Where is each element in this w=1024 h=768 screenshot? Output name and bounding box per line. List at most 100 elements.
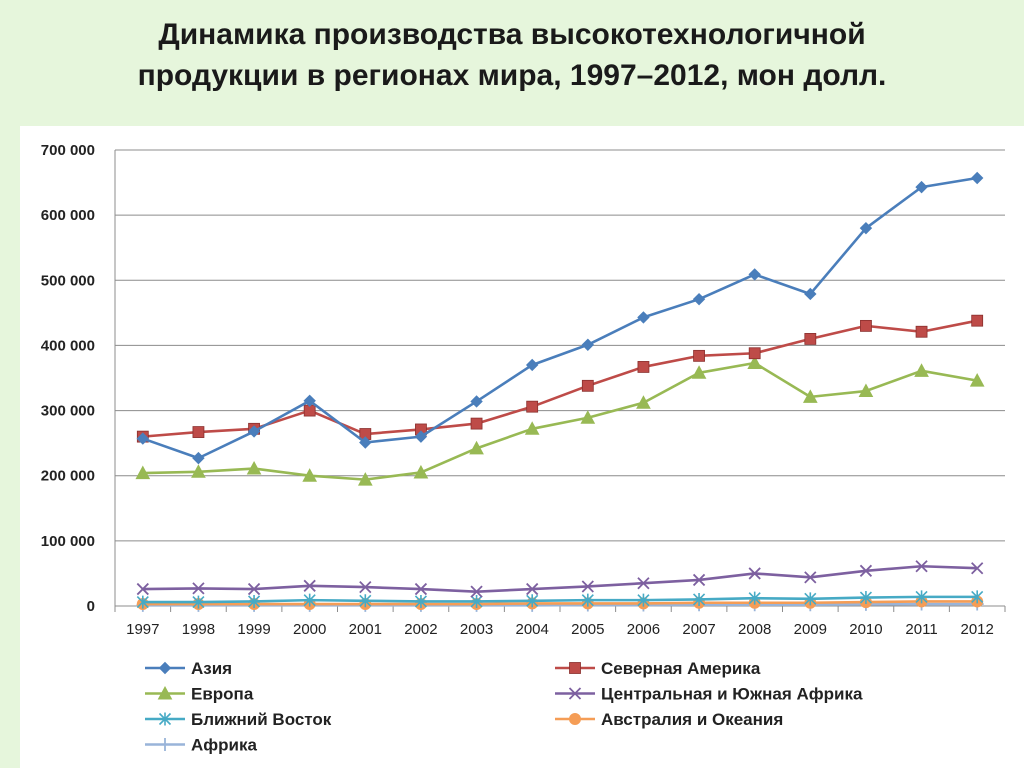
- series-line: [142, 595, 978, 604]
- y-tick-label: 100 000: [41, 533, 95, 550]
- legend-item: Ближний Восток: [145, 710, 332, 729]
- data-point: [303, 394, 316, 408]
- x-tick-label: 2008: [738, 621, 771, 638]
- x-tick-label: 2003: [460, 621, 493, 638]
- y-tick-label: 700 000: [41, 142, 95, 159]
- data-point: [971, 590, 984, 604]
- data-point: [859, 221, 873, 235]
- legend-label: Азия: [191, 659, 232, 678]
- data-point: [748, 268, 761, 281]
- data-point: [192, 426, 205, 438]
- data-point: [470, 594, 483, 608]
- chart-title-line-1: Динамика производства высокотехнологично…: [158, 18, 866, 51]
- data-point: [693, 349, 705, 362]
- data-point: [636, 395, 651, 409]
- x-tick-label: 2007: [682, 621, 715, 638]
- chart-panel: 0 100 000 200 000 300 000 400 000 500 000 600 …: [20, 126, 1024, 768]
- data-point: [580, 410, 596, 424]
- data-point: [303, 579, 316, 592]
- data-point: [525, 358, 539, 372]
- data-point: [804, 287, 817, 301]
- data-point: [637, 577, 650, 590]
- x-tick-label: 1998: [182, 621, 215, 638]
- data-point: [414, 430, 428, 443]
- x-tick-label: 2010: [849, 621, 882, 638]
- data-point: [969, 373, 985, 387]
- axes: 0 100 000 200 000 300 000 400 000 500 000 600 …: [41, 142, 1006, 638]
- data-point: [804, 333, 817, 345]
- series-line: [142, 319, 978, 438]
- data-point: [915, 180, 928, 194]
- legend-label: Европа: [191, 685, 254, 704]
- legend-label: Северная Америка: [601, 659, 761, 678]
- chart-title-line-2: продукции в регионах мира, 1997–2012, мо…: [137, 59, 887, 92]
- data-point: [302, 468, 318, 482]
- data-point: [748, 347, 761, 360]
- series-line: [142, 564, 978, 593]
- data-point: [470, 395, 483, 408]
- data-point: [135, 465, 151, 480]
- legend-swatch-marker: [157, 685, 173, 700]
- data-point: [581, 593, 594, 607]
- x-tick-label: 2001: [349, 621, 382, 638]
- data-point: [247, 582, 261, 596]
- data-point: [470, 585, 483, 598]
- data-point: [303, 593, 316, 607]
- data-point: [971, 562, 984, 575]
- data-point: [804, 592, 817, 606]
- data-point: [524, 421, 540, 435]
- x-tick-label: 2005: [571, 621, 604, 638]
- data-point: [359, 580, 372, 594]
- series-triangle: [135, 355, 985, 486]
- y-tick-label: 300 000: [41, 403, 95, 420]
- data-point: [970, 171, 984, 185]
- series-diamond: [136, 171, 984, 465]
- data-point: [859, 591, 873, 605]
- data-point: [858, 383, 874, 398]
- data-point: [191, 464, 206, 478]
- chart-title: Динамика производства высокотехнологично…: [0, 14, 1024, 96]
- legend-swatch-marker: [568, 687, 582, 700]
- legend-item: Центральная и Южная Африка: [555, 685, 863, 704]
- data-point: [414, 594, 428, 608]
- data-point: [359, 594, 372, 608]
- data-point: [747, 355, 763, 370]
- data-point: [136, 582, 149, 596]
- y-tick-label: 500 000: [41, 272, 95, 289]
- data-point: [470, 417, 483, 430]
- data-point: [192, 451, 205, 465]
- data-point: [526, 582, 539, 596]
- legend-swatch-marker: [158, 712, 172, 726]
- legend-item: Азия: [145, 659, 232, 678]
- data-point: [748, 567, 761, 580]
- data-point: [692, 573, 706, 587]
- data-point: [581, 338, 595, 351]
- data-point: [357, 472, 373, 486]
- series-asterisk: [136, 590, 984, 609]
- y-tick-label: 400 000: [41, 337, 95, 354]
- data-point: [637, 311, 650, 324]
- data-point: [859, 564, 873, 577]
- legend-swatch-marker: [158, 738, 172, 751]
- data-point: [581, 580, 594, 593]
- x-tick-label: 2006: [627, 621, 660, 638]
- legend-swatch-marker: [569, 662, 581, 674]
- series-line: [142, 361, 978, 481]
- data-point: [136, 432, 150, 445]
- series-line: [142, 600, 978, 606]
- x-tick-label: 2011: [905, 621, 937, 638]
- x-tick-label: 1997: [126, 621, 159, 638]
- x-tick-label: 1999: [237, 621, 270, 638]
- data-point: [915, 325, 928, 338]
- data-point: [526, 594, 539, 608]
- x-tick-label: 2004: [516, 621, 549, 638]
- y-tick-label: 0: [87, 598, 95, 615]
- data-point: [971, 314, 984, 327]
- grid-lines: [115, 149, 1005, 607]
- data-point: [637, 593, 650, 607]
- legend-label: Африка: [191, 736, 257, 755]
- series-line: [142, 176, 978, 460]
- data-point: [359, 436, 372, 449]
- data-point: [748, 591, 761, 605]
- data-point: [247, 594, 261, 608]
